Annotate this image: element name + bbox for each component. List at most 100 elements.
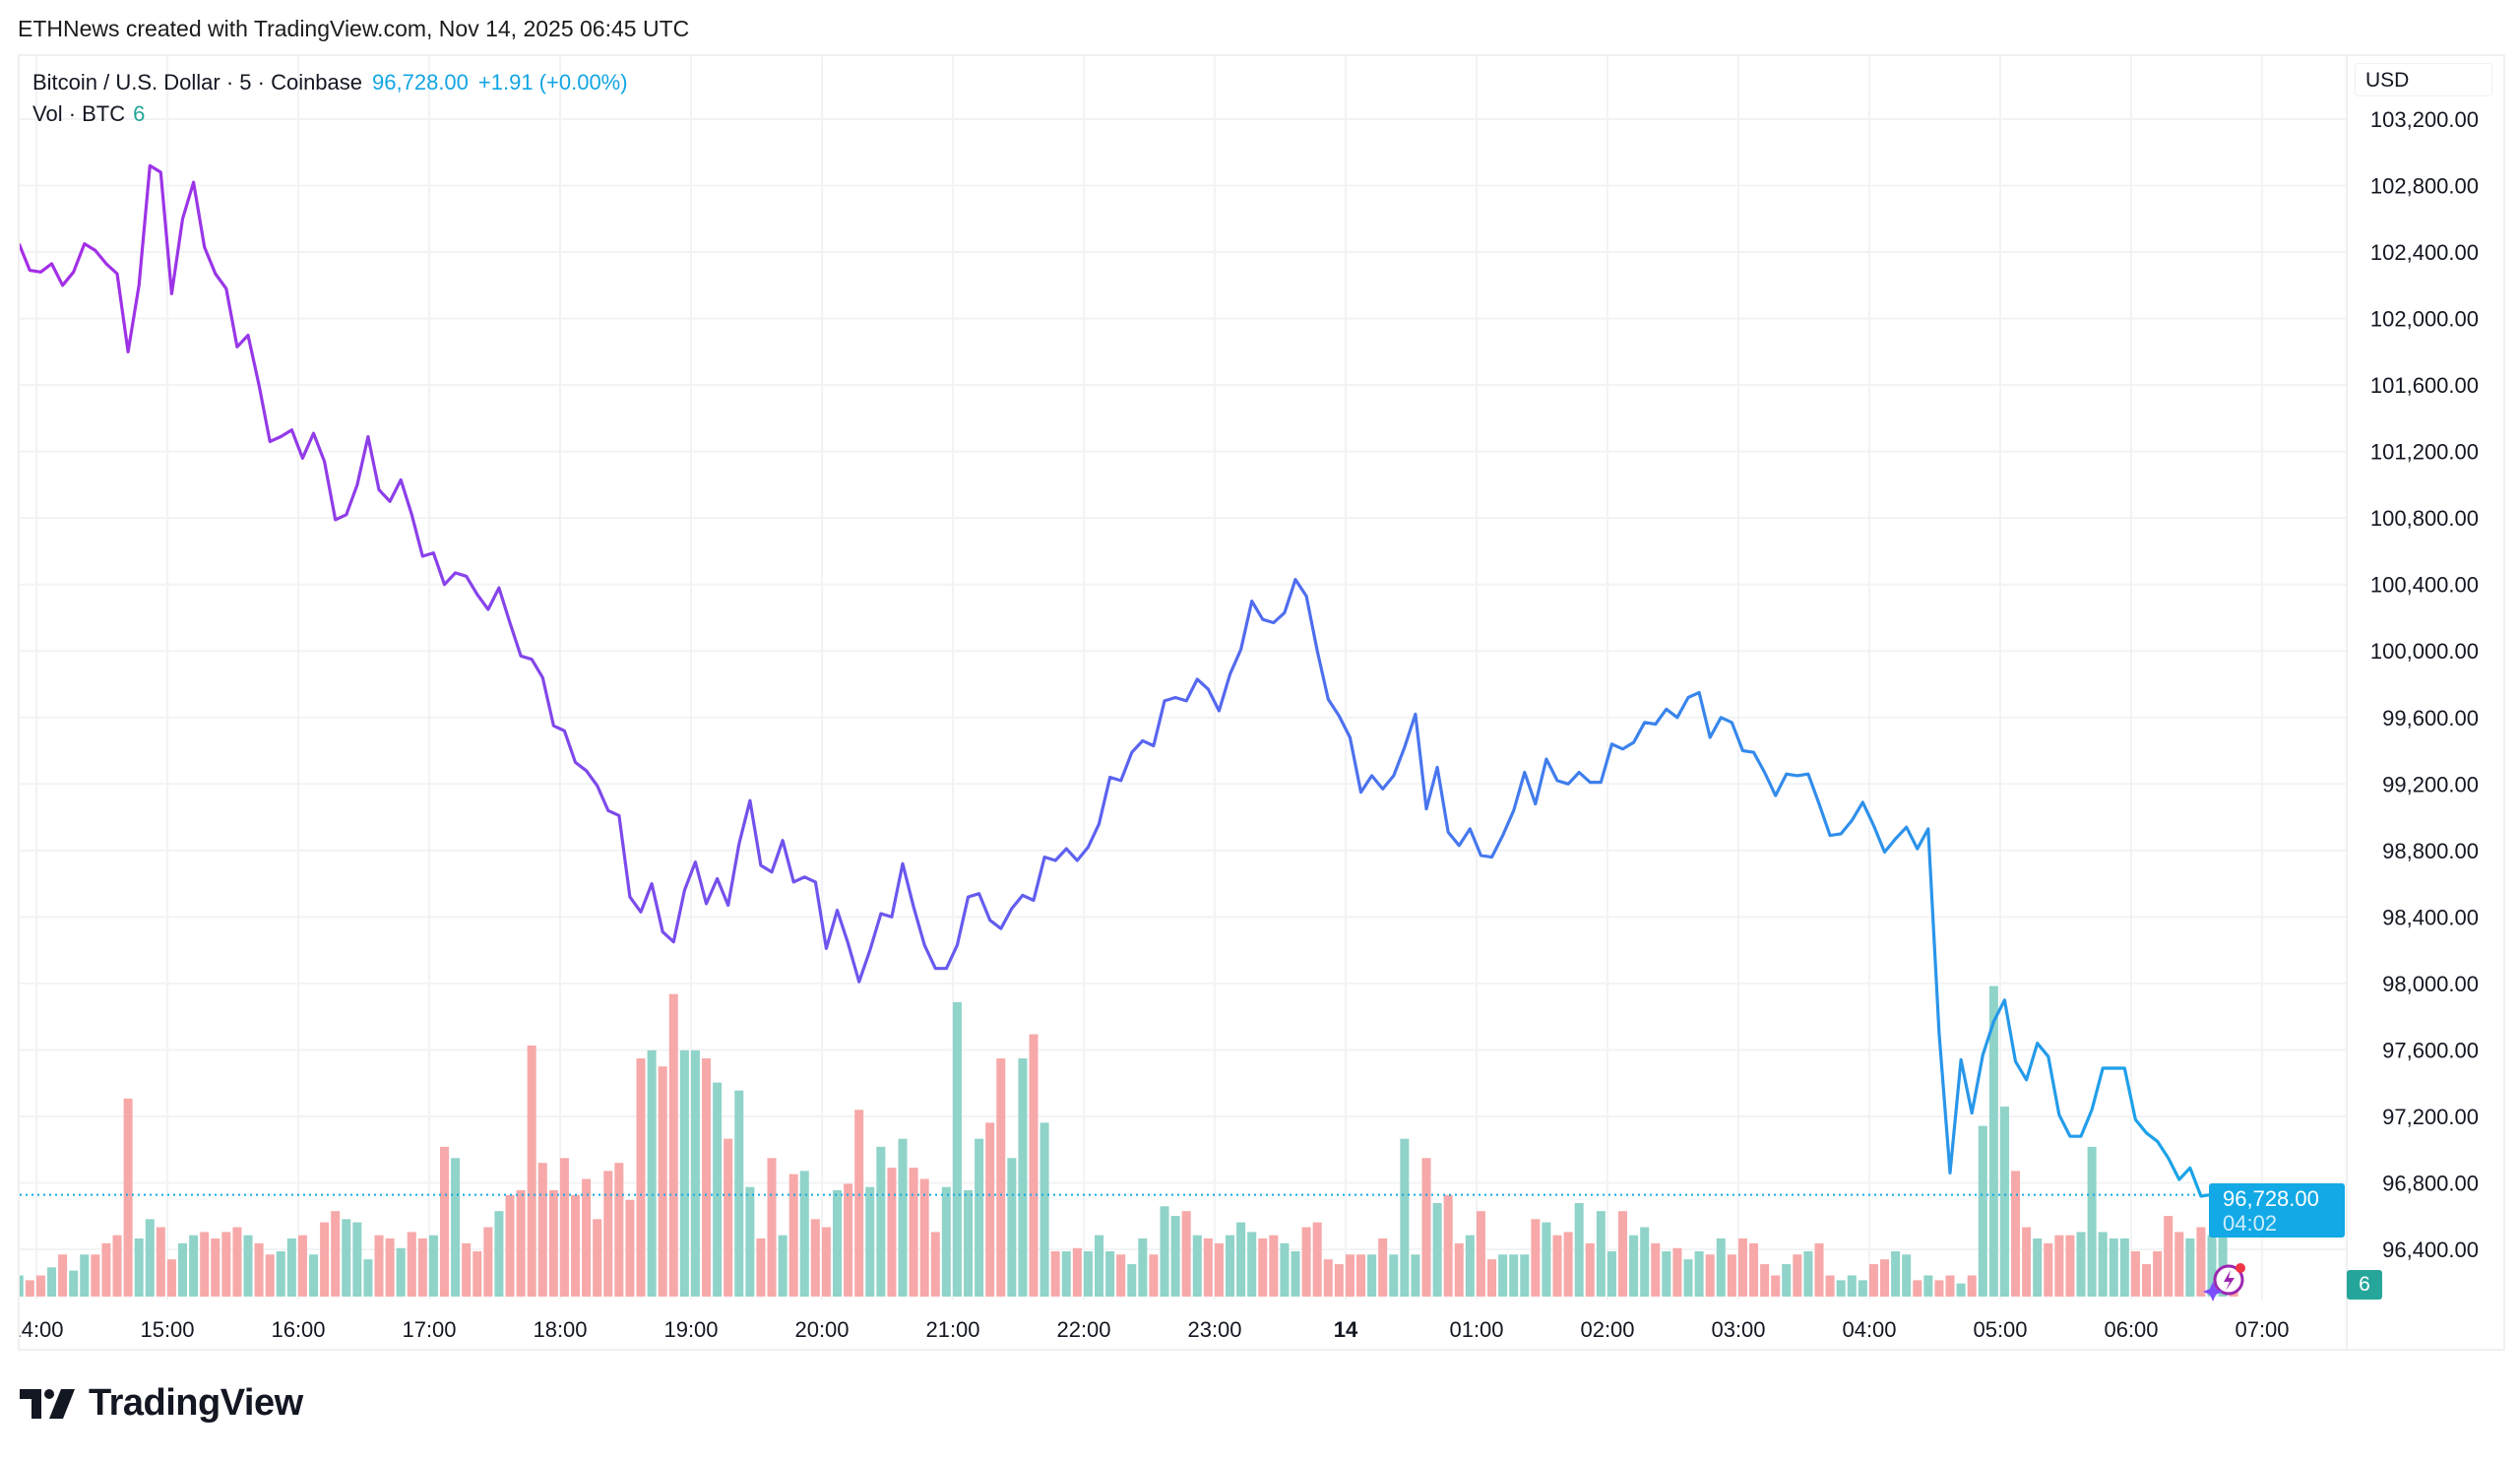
volume-bar [2076, 1232, 2086, 1297]
x-tick-label: 20:00 [794, 1317, 849, 1342]
volume-bar [1629, 1235, 1639, 1297]
volume-bar [2218, 1232, 2228, 1297]
volume-bar [1280, 1242, 1290, 1297]
volume-bar [1836, 1280, 1846, 1297]
volume-bar [1945, 1275, 1955, 1297]
volume-bar [1236, 1222, 1246, 1297]
y-tick-label: 100,000.00 [2370, 639, 2479, 664]
y-tick-label: 102,800.00 [2370, 174, 2479, 199]
volume-bar [1160, 1206, 1169, 1297]
volume-bar [1858, 1280, 1867, 1297]
volume-bar [1269, 1235, 1279, 1297]
volume-bar [320, 1222, 330, 1297]
volume-bar [909, 1168, 918, 1297]
volume-bar [1891, 1251, 1901, 1297]
x-tick-label: 21:00 [925, 1317, 979, 1342]
volume-bar [2207, 1235, 2217, 1297]
volume-bar [352, 1222, 362, 1297]
volume-bar [713, 1082, 723, 1297]
y-tick-label: 98,400.00 [2382, 905, 2479, 929]
volume-bar [211, 1238, 220, 1297]
volume-row: Vol · BTC 6 [32, 98, 628, 130]
volume-bar [1520, 1254, 1530, 1297]
volume-bar [724, 1138, 733, 1297]
volume-bar [1988, 985, 1998, 1297]
volume-bar [58, 1254, 68, 1297]
volume-bar [854, 1110, 864, 1297]
volume-bar [1214, 1242, 1224, 1297]
y-tick-label: 96,800.00 [2382, 1171, 2479, 1195]
volume-bar [1662, 1251, 1671, 1297]
volume-bar [1226, 1235, 1235, 1297]
y-tick-label: 99,600.00 [2382, 706, 2479, 730]
volume-bar [756, 1238, 766, 1297]
volume-bar [505, 1194, 515, 1297]
volume-bar [221, 1232, 231, 1297]
volume-bar [265, 1254, 275, 1297]
y-tick-label: 96,400.00 [2382, 1238, 2479, 1262]
volume-bar [1760, 1264, 1770, 1297]
volume-bar [941, 1186, 951, 1297]
volume-bar [1258, 1238, 1268, 1297]
y-tick-label: 98,000.00 [2382, 972, 2479, 996]
volume-bar [1880, 1259, 1890, 1297]
volume-bar [734, 1090, 744, 1297]
volume-bar [2142, 1264, 2152, 1297]
volume-bar [876, 1146, 886, 1297]
volume-bar [952, 1001, 962, 1297]
volume-bar [690, 1049, 700, 1297]
volume-bar [1072, 1247, 1082, 1297]
volume-bar [2054, 1235, 2064, 1297]
last-price: 96,728.00 [372, 70, 469, 95]
volume-bar [35, 1275, 45, 1297]
volume-bar [1083, 1251, 1093, 1297]
volume-bar [647, 1049, 657, 1297]
volume-bar [1138, 1238, 1148, 1297]
y-tick-label: 97,600.00 [2382, 1038, 2479, 1062]
volume-bar [20, 1275, 24, 1297]
volume-bar [1432, 1203, 1442, 1297]
volume-bar [1061, 1251, 1071, 1297]
volume-bar [1956, 1283, 1966, 1297]
ai-assistant-icon[interactable] [2201, 1258, 2248, 1305]
volume-bar [1749, 1242, 1759, 1297]
x-tick-label: 19:00 [663, 1317, 718, 1342]
volume-bar [396, 1247, 406, 1297]
y-tick-label: 101,600.00 [2370, 373, 2479, 398]
volume-bar [91, 1254, 100, 1297]
volume-bar [1716, 1238, 1726, 1297]
volume-bar [1651, 1242, 1661, 1297]
volume-bar [385, 1238, 395, 1297]
volume-bar [1737, 1238, 1747, 1297]
volume-bar [331, 1211, 341, 1297]
currency-button[interactable]: USD [2355, 63, 2492, 96]
tradingview-logo[interactable]: TradingView [20, 1382, 303, 1425]
chart-legend: Bitcoin / U.S. Dollar · 5 · Coinbase 96,7… [32, 67, 628, 130]
symbol-row: Bitcoin / U.S. Dollar · 5 · Coinbase 96,7… [32, 67, 628, 98]
volume-bar [799, 1171, 809, 1297]
x-tick-label: 15:00 [140, 1317, 194, 1342]
volume-bar [374, 1235, 384, 1297]
volume-bar [1203, 1238, 1213, 1297]
volume-bar [309, 1254, 319, 1297]
volume-bar [1345, 1254, 1354, 1297]
volume-bar [1389, 1254, 1399, 1297]
volume-bar [112, 1235, 122, 1297]
volume-bar [767, 1158, 777, 1297]
volume-bar [166, 1259, 176, 1297]
volume-label[interactable]: Vol · BTC [32, 101, 126, 126]
volume-bar [1465, 1235, 1475, 1297]
y-tick-label: 103,200.00 [2370, 107, 2479, 132]
volume-bar [1105, 1251, 1115, 1297]
volume-bar [2185, 1238, 2195, 1297]
volume-bar [47, 1267, 57, 1297]
volume-bar [1192, 1235, 1202, 1297]
volume-bar [1170, 1216, 1180, 1297]
symbol-title[interactable]: Bitcoin / U.S. Dollar · 5 · Coinbase [32, 70, 363, 95]
volume-bar [2033, 1238, 2043, 1297]
y-tick-label: 98,800.00 [2382, 839, 2479, 863]
volume-bar [1356, 1254, 1366, 1297]
volume-bar [123, 1098, 133, 1297]
volume-bar [1814, 1242, 1824, 1297]
